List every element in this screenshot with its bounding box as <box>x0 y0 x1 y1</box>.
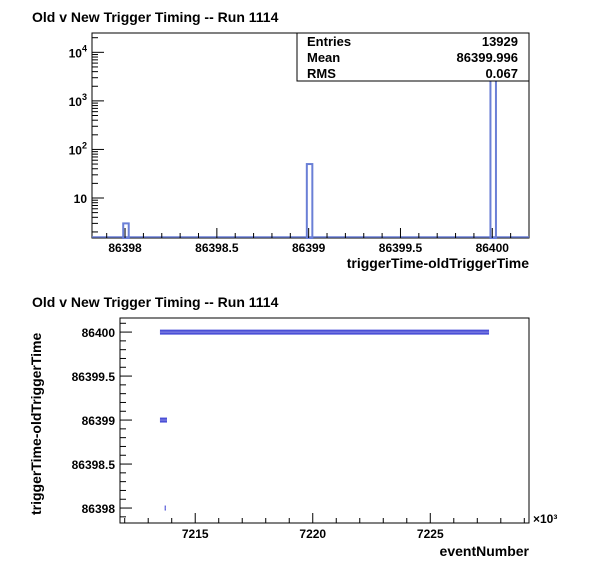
histogram-title: Old v New Trigger Timing -- Run 1114 <box>32 9 279 25</box>
histogram-y-tick-label: 103 <box>69 92 87 109</box>
scatter-y-tick-label: 86398 <box>82 502 116 516</box>
stats-entries-value: 13929 <box>482 34 518 49</box>
histogram-x-tick-label: 86398.5 <box>195 241 239 255</box>
y-tick-exponent: 2 <box>82 140 87 150</box>
scatter-y-axis: 86398 86398.5 86399 86399.5 86400 <box>72 322 132 518</box>
scatter-x-tick-label: 7215 <box>182 527 209 541</box>
scatter-x-axis: 7215 7220 7225 <box>124 513 525 541</box>
scatter-x-tick-label: 7220 <box>299 527 326 541</box>
histogram-x-label: triggerTime-oldTriggerTime <box>347 255 530 271</box>
stats-mean-value: 86399.996 <box>457 50 518 65</box>
histogram-y-tick-label: 10 <box>74 192 88 206</box>
histogram-panel: Old v New Trigger Timing -- Run 1114 863… <box>32 9 530 271</box>
y-tick-base: 10 <box>69 95 83 109</box>
scatter-y-label: triggerTime-oldTriggerTime <box>28 332 44 515</box>
histogram-y-tick-label: 102 <box>69 140 87 157</box>
scatter-y-tick-label: 86399 <box>82 414 116 428</box>
scatter-title: Old v New Trigger Timing -- Run 1114 <box>32 294 279 310</box>
scatter-frame <box>119 317 530 524</box>
scatter-x-multiplier: ×10³ <box>533 512 557 526</box>
y-tick-exponent: 3 <box>82 92 87 102</box>
y-tick-exponent: 4 <box>82 43 87 53</box>
stats-box-frame <box>296 32 530 82</box>
stats-rms-value: 0.067 <box>485 66 518 81</box>
scatter-y-tick-label: 86399.5 <box>72 370 116 384</box>
y-tick-base: 10 <box>69 143 83 157</box>
stats-rms-label: RMS <box>307 66 336 81</box>
scatter-points <box>159 329 490 511</box>
scatter-y-tick-label: 86398.5 <box>72 458 116 472</box>
histogram-x-tick-label: 86398 <box>108 241 142 255</box>
histogram-x-tick-label: 86400 <box>476 241 510 255</box>
histogram-x-tick-label: 86399 <box>292 241 326 255</box>
scatter-panel: Old v New Trigger Timing -- Run 1114 721… <box>28 294 557 559</box>
stats-mean-label: Mean <box>307 50 340 65</box>
histogram-bar <box>122 222 130 239</box>
histogram-x-axis: 86398 86398.5 86399 86399.5 86400 <box>106 228 512 255</box>
y-tick-base: 10 <box>69 46 83 60</box>
scatter-x-tick-label: 7225 <box>417 527 444 541</box>
scatter-x-label: eventNumber <box>440 543 530 559</box>
histogram-bar <box>305 163 314 240</box>
histogram-y-tick-label: 104 <box>69 43 87 60</box>
scatter-y-tick-label: 86400 <box>82 326 116 340</box>
histogram-x-tick-label: 86399.5 <box>379 241 423 255</box>
y-tick-base: 10 <box>74 192 88 206</box>
stats-box: Entries 13929 Mean 86399.996 RMS 0.067 <box>296 32 530 82</box>
stats-entries-label: Entries <box>307 34 351 49</box>
